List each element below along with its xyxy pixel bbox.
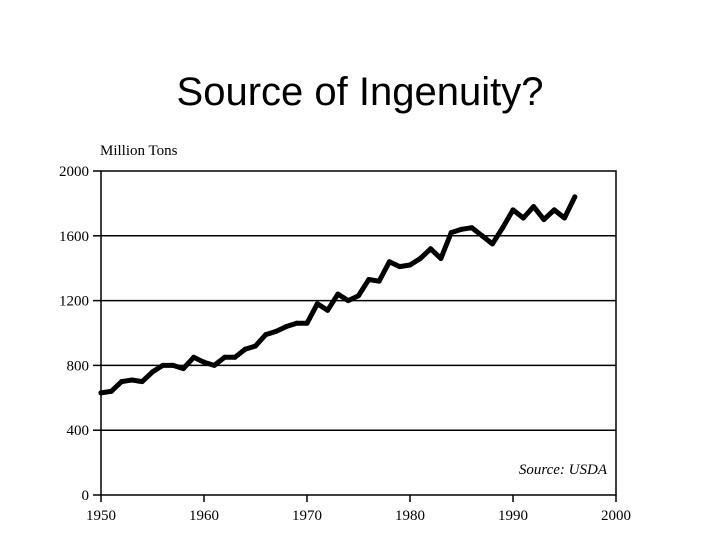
data-point xyxy=(469,225,475,231)
data-point xyxy=(211,362,217,368)
y-tick-label: 1600 xyxy=(59,229,89,245)
data-point xyxy=(417,255,423,261)
data-point xyxy=(428,246,434,252)
data-point xyxy=(139,379,145,385)
data-point xyxy=(283,324,289,330)
data-point xyxy=(366,277,372,283)
data-point xyxy=(170,362,176,368)
x-tick-label: 1970 xyxy=(292,508,322,524)
data-point xyxy=(294,320,300,326)
plot-frame xyxy=(100,170,617,496)
data-point xyxy=(500,225,506,231)
data-point xyxy=(129,377,135,383)
data-point xyxy=(314,301,320,307)
data-point xyxy=(448,230,454,236)
x-tick-label: 1950 xyxy=(86,508,116,524)
y-tick-label: 1200 xyxy=(59,294,89,310)
source-note: Source: USDA xyxy=(519,462,608,478)
data-point xyxy=(572,194,578,200)
y-tick-label: 800 xyxy=(67,358,90,374)
data-point xyxy=(510,207,516,213)
data-point xyxy=(407,262,413,268)
data-point xyxy=(376,278,382,284)
data-point xyxy=(551,207,557,213)
y-axis-label: Million Tons xyxy=(100,143,178,159)
data-point xyxy=(562,215,567,221)
data-point xyxy=(263,332,269,338)
data-point xyxy=(273,328,279,334)
y-tick-label: 400 xyxy=(67,423,90,439)
data-point xyxy=(119,379,125,385)
data-point xyxy=(386,259,392,265)
data-point xyxy=(98,390,104,396)
data-point xyxy=(520,215,526,221)
data-point xyxy=(438,255,444,261)
x-tick-label: 2000 xyxy=(601,508,631,524)
data-point xyxy=(108,388,114,394)
data-point xyxy=(160,362,166,368)
y-tick-labels: 0 400 800 1200 1600 2000 xyxy=(59,164,89,504)
data-point xyxy=(201,359,207,365)
x-tick-label: 1980 xyxy=(395,508,425,524)
data-point xyxy=(356,293,361,299)
gridlines xyxy=(101,235,616,431)
data-point xyxy=(222,354,228,360)
data-point xyxy=(479,233,485,239)
data-point xyxy=(325,307,331,313)
data-point xyxy=(232,354,238,360)
data-point xyxy=(150,369,155,375)
y-tick-label: 0 xyxy=(82,488,90,504)
data-point xyxy=(304,320,310,326)
y-tick-label: 2000 xyxy=(59,164,89,180)
data-point xyxy=(345,298,351,304)
x-tick-label: 1990 xyxy=(498,508,528,524)
x-tick-labels: 1950 1960 1970 1980 1990 2000 xyxy=(86,508,631,524)
data-point xyxy=(191,354,197,360)
data-point xyxy=(459,226,464,232)
data-point xyxy=(335,291,341,297)
data-point xyxy=(242,346,248,352)
data-point xyxy=(531,204,537,210)
data-point xyxy=(541,217,547,223)
data-points xyxy=(98,194,578,396)
x-tick-label: 1960 xyxy=(189,508,219,524)
data-point xyxy=(397,264,403,270)
data-point xyxy=(253,343,258,349)
tick-marks xyxy=(93,170,617,502)
slide-title: Source of Ingenuity? xyxy=(176,70,544,114)
data-point xyxy=(489,241,495,247)
data-point xyxy=(180,366,186,372)
